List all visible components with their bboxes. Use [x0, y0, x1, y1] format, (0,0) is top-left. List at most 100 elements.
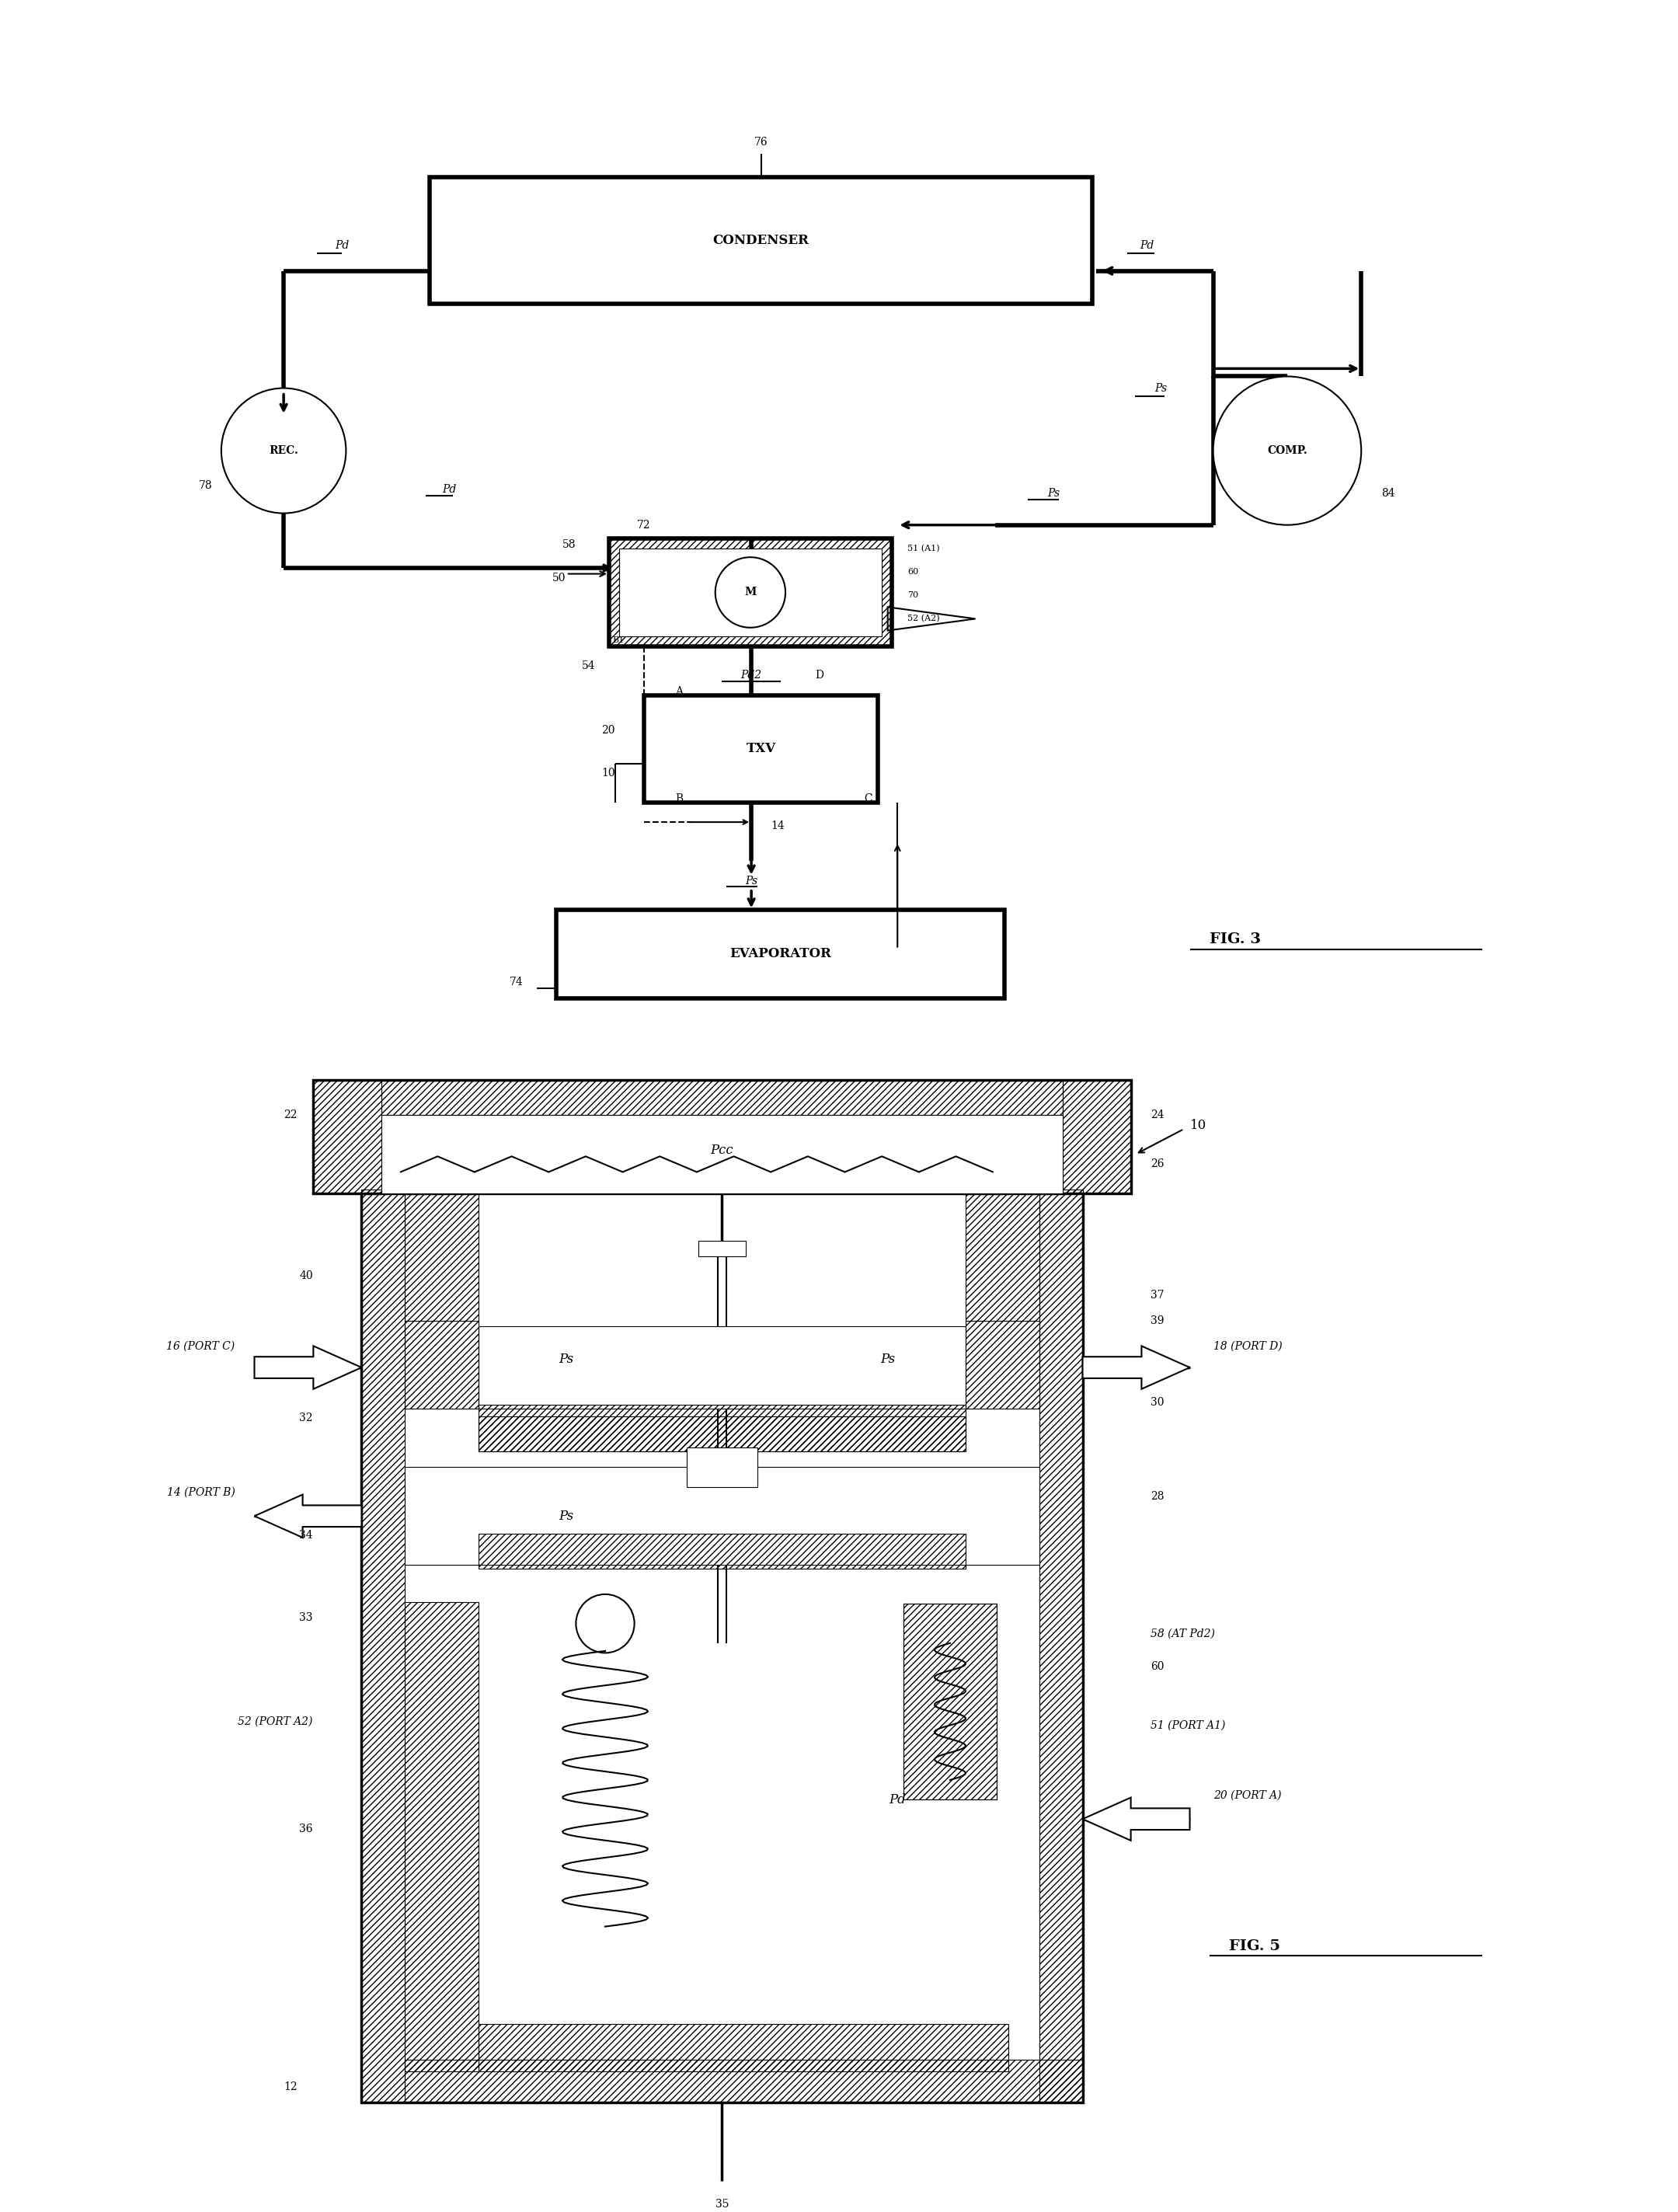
Text: 40: 40: [299, 1270, 312, 1281]
Text: 60: 60: [908, 568, 918, 575]
Text: 37: 37: [1151, 1290, 1165, 1301]
Text: 14 (PORT B): 14 (PORT B): [166, 1486, 235, 1498]
Text: FIG. 3: FIG. 3: [1210, 933, 1260, 947]
Text: 58 (AT Pd2): 58 (AT Pd2): [1151, 1628, 1215, 1639]
Text: Ps: Ps: [559, 1354, 574, 1367]
Text: 30: 30: [1151, 1398, 1165, 1409]
Text: 51 (A1): 51 (A1): [908, 544, 940, 553]
Polygon shape: [255, 1345, 361, 1389]
Text: Ps: Ps: [745, 876, 757, 887]
Text: 22: 22: [284, 1110, 297, 1121]
Text: 58: 58: [562, 540, 576, 551]
Bar: [478, 1405, 965, 1451]
Text: 76: 76: [753, 137, 769, 148]
Text: TXV: TXV: [747, 743, 775, 754]
Text: Ps: Ps: [1047, 489, 1059, 500]
Text: 78: 78: [198, 480, 213, 491]
Polygon shape: [1082, 1345, 1190, 1389]
Bar: [430, 177, 1092, 303]
Text: 12: 12: [284, 2081, 297, 2093]
Text: 14: 14: [770, 821, 785, 832]
Circle shape: [221, 387, 346, 513]
Bar: [644, 695, 878, 803]
Text: 52 (PORT A2): 52 (PORT A2): [238, 1717, 312, 1728]
Polygon shape: [255, 1495, 361, 1537]
Bar: [404, 2059, 1082, 2101]
Bar: [381, 1115, 1064, 1194]
Text: A: A: [675, 686, 683, 697]
Text: Ps: Ps: [559, 1509, 574, 1522]
Bar: [965, 1321, 1040, 1409]
Bar: [557, 909, 1005, 998]
Bar: [478, 1416, 965, 1451]
Text: M: M: [745, 586, 757, 597]
Bar: [361, 1190, 404, 2101]
Text: 34: 34: [299, 1531, 312, 1542]
Text: Ps: Ps: [881, 1354, 894, 1367]
Text: 16 (PORT C): 16 (PORT C): [166, 1340, 235, 1352]
Text: Pd: Pd: [889, 1794, 906, 1807]
Text: 84: 84: [1381, 489, 1396, 500]
Circle shape: [1213, 376, 1361, 524]
Bar: [619, 549, 883, 637]
Text: REC.: REC.: [268, 445, 299, 456]
Text: 51 (PORT A1): 51 (PORT A1): [1151, 1719, 1225, 1730]
Text: 28: 28: [1151, 1491, 1165, 1502]
Text: 18 (PORT D): 18 (PORT D): [1213, 1340, 1282, 1352]
Text: 10: 10: [1190, 1119, 1206, 1133]
Text: EVAPORATOR: EVAPORATOR: [730, 947, 831, 960]
Text: 70: 70: [908, 591, 918, 599]
Bar: [404, 1467, 1040, 1564]
Bar: [478, 1327, 965, 1409]
Bar: [478, 1533, 965, 1568]
Text: Pd: Pd: [1139, 239, 1154, 250]
Text: 54: 54: [582, 659, 596, 670]
Bar: [478, 2024, 1008, 2070]
Text: 39: 39: [1151, 1316, 1165, 1325]
Text: FIG. 5: FIG. 5: [1228, 1940, 1280, 1953]
Text: Ps: Ps: [1154, 383, 1166, 394]
Text: 33: 33: [299, 1613, 312, 1624]
Bar: [361, 1190, 1082, 2101]
Bar: [609, 540, 891, 646]
Text: C: C: [864, 794, 873, 805]
Bar: [404, 1321, 478, 1409]
Text: 36: 36: [299, 1823, 312, 1834]
Text: 26: 26: [1151, 1159, 1165, 1170]
Text: 50: 50: [552, 573, 565, 584]
Bar: [609, 540, 891, 646]
Text: 20 (PORT A): 20 (PORT A): [1213, 1790, 1280, 1801]
Text: 74: 74: [510, 978, 524, 989]
Bar: [312, 1079, 1131, 1194]
Bar: [312, 1079, 381, 1194]
Text: Pd2: Pd2: [740, 670, 762, 681]
Text: Pcc: Pcc: [710, 1144, 733, 1157]
Text: D: D: [816, 670, 824, 681]
Bar: [686, 1447, 757, 1486]
Bar: [381, 1079, 1064, 1115]
Text: 72: 72: [638, 520, 651, 531]
Bar: [965, 1194, 1040, 1321]
Text: COMP.: COMP.: [1267, 445, 1307, 456]
Bar: [903, 1604, 997, 1801]
Bar: [903, 1604, 997, 1801]
Bar: [404, 1194, 478, 1321]
Polygon shape: [1082, 1798, 1190, 1840]
Text: 20: 20: [601, 726, 614, 737]
Text: 24: 24: [1151, 1110, 1165, 1121]
Text: 32: 32: [299, 1413, 312, 1425]
Text: CONDENSER: CONDENSER: [713, 234, 809, 248]
Text: 35: 35: [715, 2199, 728, 2210]
Text: Pd: Pd: [443, 484, 456, 495]
Text: 60: 60: [1151, 1661, 1165, 1672]
Text: B: B: [675, 794, 683, 805]
Text: 52 (A2): 52 (A2): [908, 615, 940, 624]
Text: Pd: Pd: [336, 239, 349, 250]
Text: 10: 10: [601, 768, 614, 779]
Circle shape: [715, 557, 785, 628]
Circle shape: [576, 1595, 634, 1652]
Bar: [404, 1601, 478, 2070]
Bar: [698, 1241, 745, 1256]
Bar: [1064, 1079, 1131, 1194]
Bar: [1040, 1190, 1082, 2101]
